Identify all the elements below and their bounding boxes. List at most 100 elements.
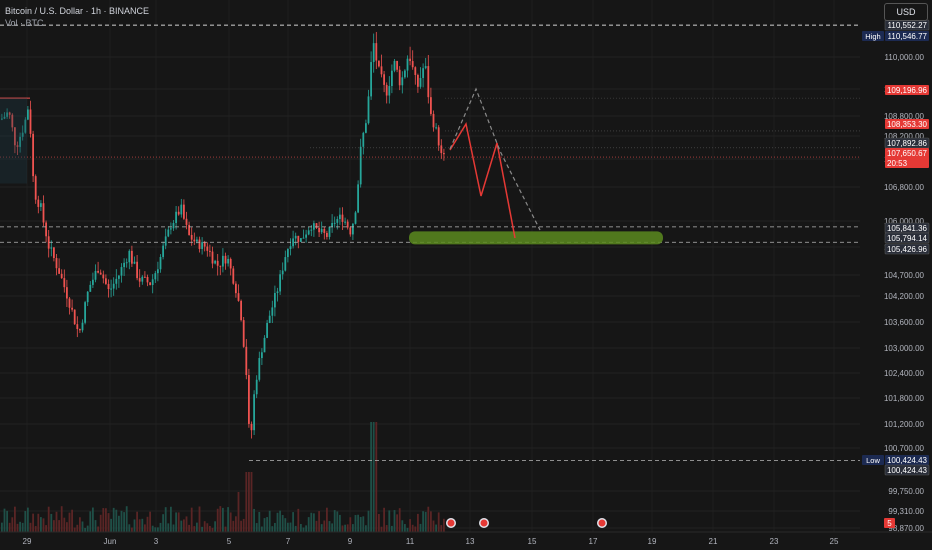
volume-bar [258,511,261,532]
candle-body [55,258,58,269]
candle-body [271,307,274,316]
candle-body [427,66,430,98]
candle-body [443,153,445,155]
volume-bar [105,508,107,532]
candle-body [336,219,339,223]
time-tick-label: 19 [648,537,657,546]
volume-bar [430,511,432,532]
volume-bar [110,518,112,532]
volume-bar [172,524,175,532]
price-label-tag: High [865,32,880,41]
candle-body [393,60,396,71]
volume-bar [276,512,279,532]
event-marker-dot [480,519,488,527]
volume-bar [346,524,349,532]
volume-bar [58,520,60,532]
candle-body [222,255,224,267]
price-label-box [885,85,929,95]
candle-body [16,145,19,147]
time-tick-label: 13 [466,537,475,546]
price-label-text: 105,794.14 [887,234,928,243]
price-label-box [884,243,930,255]
candle-body [417,74,419,87]
candle-body [398,69,401,86]
volume-bar [149,511,151,532]
volume-bar [367,510,370,532]
candle-body [71,307,73,310]
price-label: 107,892.86 [884,137,930,149]
currency-button[interactable]: USD [884,3,928,21]
volume-bar [177,512,180,532]
candle-body [378,60,380,67]
volume-bar [349,517,352,532]
volume-bar [112,507,115,532]
volume-bar [320,524,323,532]
volume-bar [411,524,414,532]
volume-bar [50,513,53,532]
volume-bar [214,521,216,532]
volume-bar [84,527,86,532]
candle-body [333,222,336,224]
price-label-text: 105,841.36 [887,224,928,233]
candle-body [92,279,94,285]
volume-bar [435,524,437,532]
candle-body [157,269,159,274]
price-tick-label: 110,000.00 [885,53,925,62]
price-tick-label: 100,700.00 [884,444,925,453]
price-label: 100,424.43 [884,464,930,476]
candle-body [302,237,305,239]
volume-bar [175,512,177,532]
candle-body [27,109,29,120]
volume-bar [261,526,263,532]
event-markers [446,518,607,528]
volume-bar [73,527,76,532]
volume-bar [219,506,222,532]
candle-body [294,235,297,239]
candle-body [180,204,183,215]
candle-body [380,66,383,75]
candle-body [214,260,216,264]
candle-body [346,221,349,228]
volume-bar [206,523,209,532]
candle-body [219,265,222,267]
candle-body [435,127,437,129]
candle-body [144,276,146,278]
candle-body [385,84,388,96]
candle-body [263,337,266,353]
candle-body [409,58,411,62]
price-label-tag-box [862,31,884,41]
candle-body [318,227,320,233]
symbol-title: Bitcoin / U.S. Dollar · 1h · BINANCE [5,6,150,16]
candle-body [339,214,341,220]
volume-bar [380,526,383,532]
time-axis: 29 Jun 3 5 7 9 11 13 15 17 19 21 23 25 [0,531,932,550]
candle-body [11,114,14,128]
candle-body [232,268,235,284]
candle-body [164,236,167,246]
candle-body [42,203,45,223]
candle-body [50,247,53,249]
volume-bar [409,519,411,532]
volume-bar [201,526,203,532]
chart-grid [0,56,860,529]
volume-bar [196,522,198,532]
candle-body [349,227,352,235]
candle-body [167,229,170,237]
volume-bar [203,521,206,532]
volume-bar [159,522,162,532]
volume-bar [27,507,29,532]
volume-bar [385,525,388,532]
volume-bar [375,422,378,532]
candle-body [422,68,424,78]
candle-body [365,123,367,133]
candle-body [372,43,375,63]
volume-bar [406,527,409,532]
volume-bar [424,511,427,532]
price-tick-label: 104,700.00 [884,271,925,280]
volume-bar [180,520,183,532]
volume-bar [333,510,336,532]
volume-bar [211,527,214,532]
candle-body [115,278,118,284]
candle-body [437,127,440,146]
